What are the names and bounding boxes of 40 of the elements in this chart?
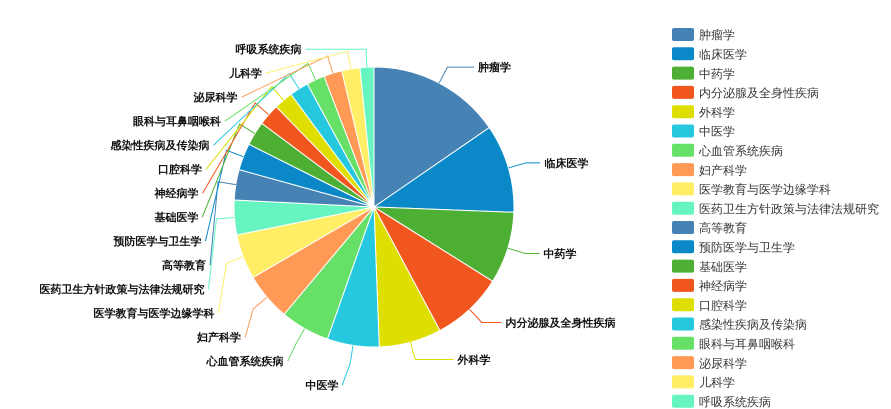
legend-label: 眼科与耳鼻咽喉科: [699, 337, 795, 351]
slice-label: 高等教育: [162, 259, 206, 272]
legend-label: 肿瘤学: [699, 28, 735, 42]
slice-label: 呼吸系统疾病: [236, 43, 302, 56]
legend-label: 感染性疾病及传染病: [699, 318, 807, 332]
legend-label: 医学教育与医学边缘学科: [699, 182, 831, 197]
legend-label: 口腔科学: [699, 298, 747, 312]
legend-label: 内分泌腺及全身性疾病: [699, 86, 819, 100]
legend-label: 医药卫生方针政策与法律法规研究: [699, 202, 879, 216]
legend-label: 心血管系统疾病: [698, 144, 783, 158]
slice-label: 妇产科学: [196, 331, 242, 344]
slice-label: 预防医学与卫生学: [112, 235, 202, 248]
slice-label: 医药卫生方针政策与法律法规研究: [39, 283, 204, 296]
slice-label: 心血管系统疾病: [206, 355, 284, 368]
legend-label: 泌尿科学: [699, 356, 747, 370]
legend-label: 预防医学与卫生学: [699, 240, 795, 254]
legend-label: 妇产科学: [699, 163, 747, 178]
slice-label: 儿科学: [228, 67, 262, 80]
legend-label: 中医学: [699, 124, 735, 139]
slice-label: 泌尿科学: [192, 91, 238, 104]
slice-label: 感染性疾病及传染病: [109, 139, 210, 152]
slice-label: 中药学: [544, 247, 577, 260]
slice-label: 肿瘤学: [477, 60, 512, 74]
legend-label: 高等教育: [699, 221, 747, 236]
legend-label: 基础医学: [699, 260, 747, 274]
slice-label: 内分泌腺及全身性疾病: [505, 316, 616, 330]
slice-label: 基础医学: [153, 211, 198, 224]
slice-label: 中医学: [305, 379, 338, 392]
legend-label: 外科学: [699, 105, 735, 120]
legend-label: 临床医学: [699, 48, 747, 62]
legend-label: 呼吸系统疾病: [699, 394, 771, 409]
slice-label: 医学教育与医学边缘学科: [93, 307, 214, 320]
legend-label: 中药学: [699, 66, 735, 81]
legend-label: 儿科学: [699, 376, 735, 390]
slice-label: 外科学: [456, 353, 490, 366]
legend-label: 神经病学: [699, 279, 747, 294]
slice-label: 临床医学: [544, 156, 588, 170]
slice-label: 神经病学: [154, 187, 199, 200]
slice-label: 口腔科学: [158, 163, 202, 176]
slice-label: 眼科与耳鼻咽喉科: [132, 115, 221, 128]
